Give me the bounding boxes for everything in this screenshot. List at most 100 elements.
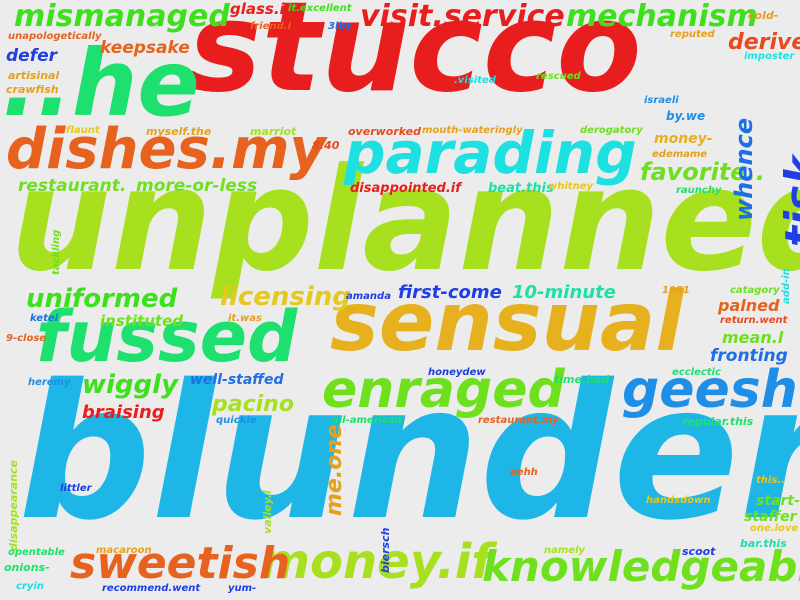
word-81: restaurant.my: [478, 415, 559, 426]
word-23: derive: [728, 30, 800, 55]
word-74: 9-close: [6, 333, 47, 344]
word-40: money-: [654, 131, 713, 147]
word-54: israeli: [644, 95, 679, 106]
word-29: keepsake: [100, 38, 190, 58]
word-12: sweetish: [70, 538, 291, 589]
word-87: littler: [60, 483, 92, 494]
word-5: fussed: [36, 296, 298, 378]
word-73: return.went: [720, 315, 788, 326]
word-79: quickie: [216, 415, 257, 426]
word-52: .visited: [454, 75, 496, 86]
word-82: regular.this: [682, 415, 754, 428]
word-26: me.one: [322, 424, 347, 516]
word-69: catagory: [730, 285, 780, 296]
word-58: marriot: [250, 125, 297, 138]
word-44: artisinal: [8, 69, 60, 82]
word-49: reputed: [670, 29, 715, 40]
word-70: amanda: [346, 291, 391, 302]
word-32: braising: [82, 402, 165, 423]
word-83: disappearance: [7, 460, 20, 551]
word-22: whence: [730, 117, 758, 221]
word-64: whitney: [548, 181, 593, 192]
word-20: pacino: [212, 392, 294, 417]
word-84: valley.l: [261, 490, 274, 534]
word-11: knowledgeably: [482, 542, 800, 591]
word-66: tackling: [51, 229, 62, 275]
word-93: namely: [544, 545, 586, 556]
word-15: mechanism: [566, 0, 758, 34]
word-88: this..: [756, 475, 785, 486]
word-43: unapologetically: [8, 31, 102, 42]
word-76: honeydew: [428, 367, 486, 378]
word-47: it.excellent: [288, 3, 352, 14]
word-46: friend.i: [250, 21, 291, 32]
word-61: mouth-wateringly: [422, 125, 523, 136]
word-95: macaroon: [96, 545, 152, 556]
word-67: add-in: [781, 268, 792, 304]
word-72: it.was: [228, 313, 262, 324]
word-30: defer: [6, 46, 58, 66]
word-89: handsdown: [646, 495, 711, 506]
word-50: cold-: [748, 9, 779, 22]
word-56: flaunt: [66, 125, 100, 136]
word-60: overworked: [348, 125, 422, 138]
word-38: start-: [756, 493, 800, 509]
word-65: raunchy: [676, 185, 722, 196]
word-42: beat.this: [488, 181, 554, 196]
word-96: onions-: [4, 561, 50, 574]
word-0: blunder: [18, 344, 800, 561]
word-41: disappointed.if: [350, 181, 461, 196]
word-2: stucco: [188, 0, 642, 120]
word-13: mismanaged: [14, 0, 230, 34]
word-63: edemame: [652, 149, 708, 160]
word-62: derogatory: [580, 125, 643, 136]
word-45: crawfish: [6, 83, 59, 96]
word-94: opentable: [8, 547, 65, 558]
word-37: well-staffed: [190, 372, 284, 388]
word-4: sensual: [330, 275, 684, 370]
word-16: tisk: [776, 155, 800, 247]
word-68: 1981: [662, 285, 690, 296]
word-3: ..he: [2, 30, 200, 137]
word-34: palned: [718, 296, 780, 315]
word-17: uniformed: [26, 284, 178, 314]
word-21: favorite..: [640, 158, 765, 186]
word-25: 10-minute: [512, 282, 616, 303]
word-51: imposter: [744, 51, 795, 62]
word-7: parading: [344, 119, 637, 187]
word-48: 3lbs: [328, 21, 352, 32]
word-91: bar.this: [740, 537, 787, 550]
word-19: wiggly: [82, 370, 179, 400]
word-85: biersch: [379, 527, 392, 573]
word-90: one.love: [750, 523, 799, 534]
word-1: unplanned: [10, 138, 800, 303]
word-14: visit.service: [360, 0, 565, 34]
word-92: scoot: [682, 545, 716, 558]
word-77: time.had: [554, 373, 610, 386]
word-35: mean.l: [722, 328, 784, 347]
word-98: recommend.went: [102, 583, 201, 594]
word-57: myself.the: [146, 125, 212, 138]
word-6: dishes.my: [6, 117, 326, 182]
word-36: fronting: [710, 346, 788, 366]
word-55: by.we: [666, 109, 706, 123]
word-9: enraged: [322, 360, 565, 420]
word-99: yum-: [228, 583, 257, 594]
word-75: heremy: [28, 377, 71, 388]
word-80: all-american: [332, 415, 402, 426]
word-97: cryin: [16, 581, 44, 592]
word-39: staffer: [744, 509, 797, 525]
word-28: more-or-less: [136, 176, 258, 196]
word-8: geesh: [622, 360, 798, 420]
word-31: glass.i: [230, 0, 285, 18]
word-71: ketel: [30, 313, 59, 324]
word-86: eehh: [510, 467, 538, 478]
word-24: first-come: [398, 282, 502, 303]
word-59: 8:40: [312, 139, 340, 152]
word-18: licensing: [220, 282, 351, 312]
word-33: instituted: [100, 312, 183, 330]
word-27: restaurant.: [18, 176, 127, 196]
word-10: money.if: [260, 534, 493, 590]
word-53: rescued: [536, 71, 581, 82]
